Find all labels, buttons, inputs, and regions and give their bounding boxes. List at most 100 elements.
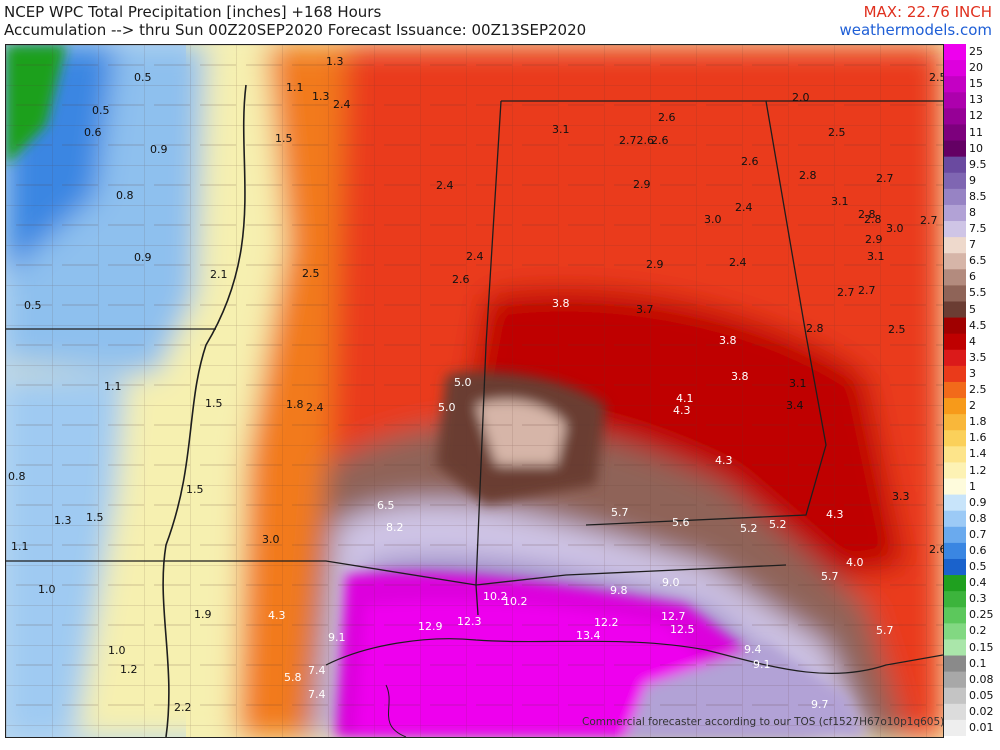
site-link[interactable]: weathermodels.com xyxy=(839,21,992,39)
legend-swatch xyxy=(944,623,966,640)
legend-swatch xyxy=(944,687,966,705)
legend-level-label: 0.1 xyxy=(969,656,987,670)
legend-level-label: 0.01 xyxy=(969,721,994,734)
map-value-label: 5.7 xyxy=(876,624,894,637)
legend-swatch xyxy=(944,237,966,254)
map-value-label: 1.1 xyxy=(104,380,122,393)
map-value-label: 2.8 xyxy=(858,208,876,221)
legend-swatch xyxy=(944,301,966,319)
map-value-label: 5.6 xyxy=(672,516,690,529)
legend-swatch xyxy=(944,398,966,415)
legend-level-label: 0.9 xyxy=(969,495,987,509)
map-value-label: 10.2 xyxy=(503,595,528,608)
legend-level-label: 0.5 xyxy=(969,560,987,573)
legend-swatch xyxy=(944,204,966,222)
precipitation-map: 1.3 0.5 1.1 1.3 2.4 0.5 0.6 0.9 1.5 0.8 2.4 0.9 2.1 2… xyxy=(5,44,944,738)
map-value-label: 2.72.6 xyxy=(619,134,654,147)
legend-swatch xyxy=(944,478,966,496)
map-value-label: 2.4 xyxy=(333,98,351,111)
map-value-label: 2.2 xyxy=(174,701,192,714)
map-value-label: 0.5 xyxy=(92,104,110,117)
legend-level-label: 1.6 xyxy=(969,431,987,445)
legend-swatch xyxy=(944,494,966,512)
map-value-label: 1.3 xyxy=(326,55,344,68)
map-value-label: 0.9 xyxy=(150,143,168,156)
legend-swatch xyxy=(944,253,966,270)
map-value-label: 2.9 xyxy=(646,258,664,271)
map-value-label: 3.0 xyxy=(704,213,722,226)
map-value-label: 2.4 xyxy=(729,256,747,269)
map-value-label: 12.7 xyxy=(661,610,686,623)
legend-swatch xyxy=(944,414,966,431)
legend-level-label: 12 xyxy=(969,109,983,123)
legend-swatch xyxy=(944,76,966,93)
map-value-label: 3.1 xyxy=(789,377,807,390)
map-value-label: 2.5 xyxy=(929,71,943,84)
legend-swatch xyxy=(944,671,966,689)
legend-swatch xyxy=(944,526,966,544)
legend-swatch xyxy=(944,510,966,528)
legend-level-label: 2 xyxy=(969,399,976,413)
legend-level-label: 4.5 xyxy=(969,318,987,332)
map-value-label: 3.0 xyxy=(886,222,904,235)
map-value-label: 7.4 xyxy=(308,688,326,701)
legend-swatch xyxy=(944,333,966,351)
map-title: NCEP WPC Total Precipitation [inches] +1… xyxy=(4,3,382,21)
map-value-label: 1.5 xyxy=(275,132,293,145)
legend-level-label: 0.08 xyxy=(969,672,994,686)
map-value-label: 0.9 xyxy=(134,251,152,264)
map-value-label: 3.1 xyxy=(867,250,885,263)
legend-swatch xyxy=(944,156,966,174)
map-value-label: 2.9 xyxy=(865,233,883,246)
map-value-label: 5.2 xyxy=(740,522,758,535)
legend-level-label: 6 xyxy=(969,270,976,284)
map-value-label: 2.8 xyxy=(799,169,817,182)
legend-swatch xyxy=(944,655,966,673)
legend-swatch xyxy=(944,542,966,560)
legend-swatch xyxy=(944,430,966,447)
legend-swatch xyxy=(944,462,966,480)
license-footer: Commercial forecaster according to our T… xyxy=(582,716,945,728)
map-value-label: 2.4 xyxy=(436,179,454,192)
legend-colorbar xyxy=(944,44,966,737)
county-grid xyxy=(6,45,943,737)
map-value-label: 9.8 xyxy=(610,584,628,597)
map-value-label: 2.6 xyxy=(658,111,676,124)
map-value-label: 1.3 xyxy=(54,514,72,527)
map-value-label: 2.9 xyxy=(633,178,651,191)
legend-swatch xyxy=(944,124,966,142)
legend-swatch xyxy=(944,60,966,77)
map-value-label: 2.5 xyxy=(888,323,906,336)
map-value-label: 5.8 xyxy=(284,671,302,684)
map-value-label: 8.2 xyxy=(386,521,404,534)
map-value-label: 1.5 xyxy=(205,397,223,410)
map-value-label: 3.8 xyxy=(552,297,570,310)
legend-level-label: 1 xyxy=(969,479,976,493)
map-value-label: 2.5 xyxy=(302,267,320,280)
map-value-label: 9.7 xyxy=(811,698,829,711)
legend-swatch xyxy=(944,140,966,158)
legend-level-label: 9.5 xyxy=(969,157,987,171)
legend-swatch xyxy=(944,108,966,125)
map-value-label: 0.5 xyxy=(134,71,152,84)
map-value-label: 2.6 xyxy=(651,134,669,147)
legend-swatch xyxy=(944,221,966,238)
legend-level-label: 4 xyxy=(969,334,976,348)
map-value-label: 0.5 xyxy=(24,299,42,312)
map-value-label: 4.3 xyxy=(268,609,286,622)
legend-level-label: 11 xyxy=(969,125,983,139)
legend-level-label: 0.2 xyxy=(969,624,987,638)
map-value-label: 4.0 xyxy=(846,556,864,569)
map-value-label: 9.1 xyxy=(753,658,771,671)
map-value-label: 12.2 xyxy=(594,616,619,629)
map-value-label: 9.1 xyxy=(328,631,346,644)
legend-swatch xyxy=(944,575,966,592)
map-value-label: 4.3 xyxy=(715,454,733,467)
map-value-label: 5.7 xyxy=(821,570,839,583)
map-value-label: 0.8 xyxy=(8,470,26,483)
map-value-label: 1.5 xyxy=(86,511,104,524)
map-value-label: 2.7 xyxy=(837,286,855,299)
legend-swatch xyxy=(944,591,966,608)
legend-swatch xyxy=(944,269,966,286)
legend-swatch xyxy=(944,317,966,335)
